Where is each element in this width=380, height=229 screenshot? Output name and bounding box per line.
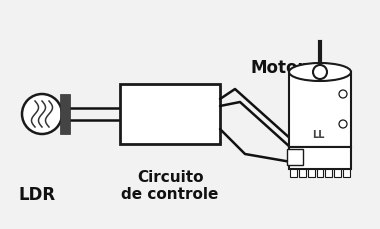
Circle shape [313, 66, 327, 80]
Text: Motor: Motor [250, 59, 306, 77]
Circle shape [339, 120, 347, 128]
Bar [287, 149, 303, 165]
Text: LL: LL [312, 129, 324, 139]
Bar [325, 169, 332, 177]
Circle shape [22, 95, 62, 134]
Bar [60, 95, 70, 134]
Text: LDR: LDR [19, 185, 55, 203]
Bar [317, 169, 323, 177]
Ellipse shape [289, 64, 351, 82]
Bar [308, 169, 315, 177]
Bar [120, 85, 220, 144]
Bar [299, 169, 306, 177]
Bar [343, 169, 350, 177]
Bar [334, 169, 341, 177]
Bar [289, 147, 351, 169]
Text: Circuito: Circuito [137, 170, 203, 185]
Circle shape [339, 91, 347, 98]
Text: de controle: de controle [121, 187, 218, 202]
Bar [289, 73, 351, 147]
Bar [290, 169, 297, 177]
